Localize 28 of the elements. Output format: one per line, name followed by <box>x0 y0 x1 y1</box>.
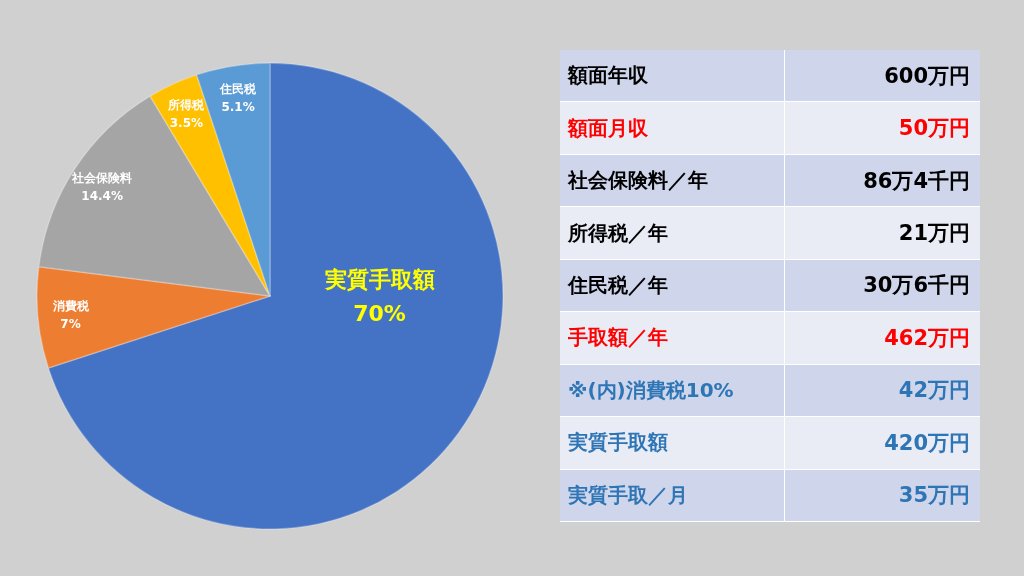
slice-label: 住民税 <box>219 82 258 97</box>
text: 50万円 <box>898 116 970 141</box>
category-label: 額面月収 <box>568 114 648 142</box>
data-label: 7% <box>60 316 81 331</box>
data-label: 70% <box>353 300 406 326</box>
category-label: 実質手取額 <box>568 429 668 457</box>
text: 35万円 <box>898 483 970 508</box>
category-label: 社会保険料／年 <box>568 167 708 195</box>
text: 86万4千円 <box>863 168 970 193</box>
text: 21万円 <box>898 221 970 246</box>
category-label: 所得税／年 <box>568 219 668 247</box>
text: 42万円 <box>898 378 970 403</box>
slice-label: 実質手取額 <box>323 266 435 292</box>
data-label: 14.4% <box>81 188 123 203</box>
slice-label: 所得税 <box>167 97 206 112</box>
slice-label: 消費税 <box>51 298 90 313</box>
slice-label: 社会保険料 <box>71 170 133 185</box>
data-label: 5.1% <box>221 100 255 115</box>
category-label: 実質手取／月 <box>568 481 688 509</box>
category-label: ※(内)消費税10% <box>568 376 734 404</box>
data-label: 3.5% <box>169 115 204 130</box>
text: 462万円 <box>884 325 970 350</box>
text: 600万円 <box>884 63 970 88</box>
category-label: 手取額／年 <box>568 324 668 352</box>
category-label: 住民税／年 <box>568 272 668 299</box>
text: 30万6千円 <box>863 273 970 298</box>
category-label: 額面年収 <box>568 62 648 90</box>
text: 420万円 <box>884 430 970 455</box>
